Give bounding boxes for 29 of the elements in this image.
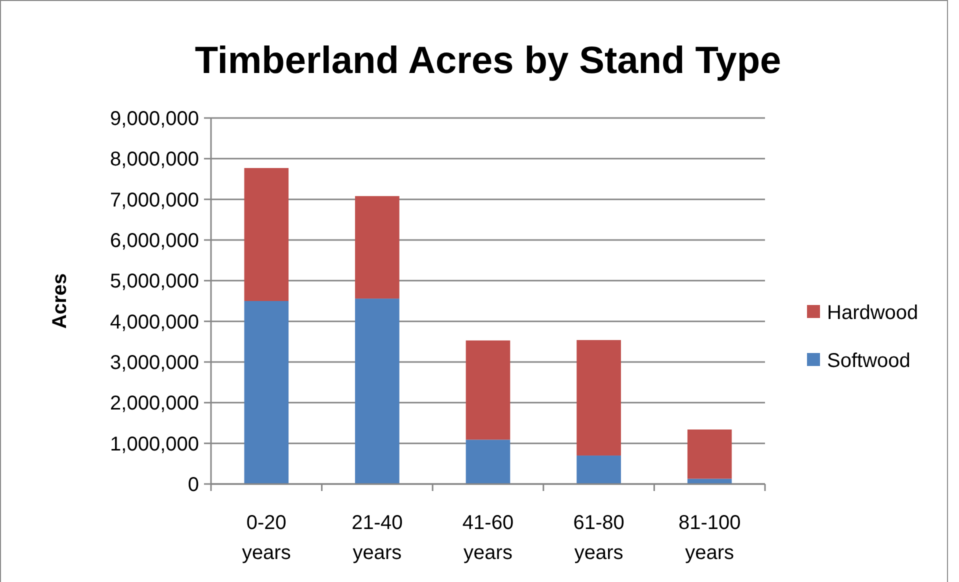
bar — [687, 430, 732, 479]
x-tick-label: 0-20 years — [242, 512, 291, 564]
bar — [466, 440, 510, 484]
bar — [355, 196, 400, 299]
bar — [466, 340, 510, 440]
y-tick-label: 9,000,000 — [110, 108, 199, 130]
y-tick-label: 6,000,000 — [110, 230, 199, 252]
x-tick-label: 61-80 years — [573, 512, 624, 564]
y-tick-label: 8,000,000 — [110, 148, 199, 171]
bar — [244, 168, 289, 301]
chart-title: Timberland Acres by Stand Type — [194, 40, 782, 82]
y-tick-label: 4,000,000 — [110, 311, 199, 334]
y-tick-label: 2,000,000 — [110, 392, 199, 415]
y-tick-label: 5,000,000 — [110, 270, 199, 293]
y-tick-label: 0 — [188, 474, 199, 496]
x-tick-label: 41-60 years — [462, 512, 514, 564]
y-tick-label: 7,000,000 — [110, 189, 199, 212]
bar — [576, 340, 621, 456]
bar — [355, 298, 400, 484]
x-tick-label: 21-40 years — [352, 512, 403, 564]
legend-label: Softwood — [827, 350, 910, 372]
x-tick-label: 81-100 years — [678, 512, 741, 564]
y-axis-title: Acres — [49, 273, 71, 329]
y-tick-label: 1,000,000 — [110, 433, 199, 456]
bar — [576, 456, 621, 484]
legend-label: Hardwood — [827, 302, 918, 324]
bar — [687, 478, 732, 484]
bar — [244, 301, 289, 484]
y-tick-label: 3,000,000 — [110, 352, 199, 374]
